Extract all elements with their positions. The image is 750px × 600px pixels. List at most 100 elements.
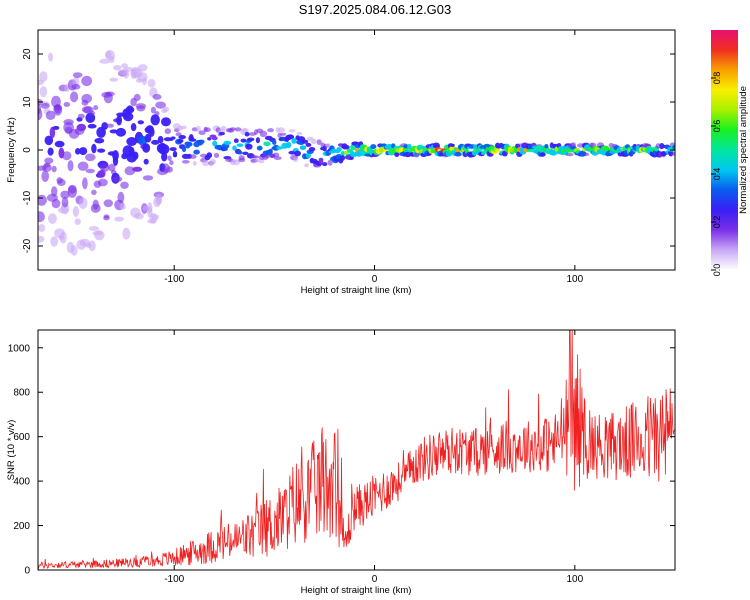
heatmap-cell — [93, 105, 99, 111]
heatmap-cell — [181, 125, 187, 130]
heatmap-cell — [92, 199, 99, 210]
heatmap-cell — [112, 150, 119, 161]
heatmap-cell — [51, 186, 58, 197]
x-tick-label: -100 — [164, 274, 184, 285]
heatmap-cell — [280, 132, 287, 136]
heatmap-cell — [672, 145, 675, 150]
heatmap-cell — [206, 152, 213, 159]
heatmap-cell — [268, 148, 273, 154]
heatmap-cell — [50, 236, 59, 247]
heatmap-cell — [192, 160, 197, 166]
heatmap-cell — [40, 102, 50, 109]
heatmap-cell — [173, 153, 177, 158]
heatmap-cell — [48, 52, 54, 62]
heatmap-cell — [169, 147, 177, 152]
heatmap-cell — [450, 143, 455, 147]
heatmap-cell — [51, 165, 57, 173]
heatmap-cell — [207, 137, 212, 141]
heatmap-cell — [305, 142, 312, 147]
heatmap-cell — [252, 155, 260, 159]
heatmap-cell — [198, 130, 206, 135]
heatmap-cell — [539, 152, 546, 157]
heatmap-cell — [154, 111, 160, 116]
y-tick-label: 400 — [13, 477, 30, 488]
heatmap-cell — [108, 163, 116, 172]
heatmap-cell — [223, 140, 232, 145]
heatmap-cell — [61, 196, 69, 208]
heatmap-cell — [74, 218, 81, 226]
heatmap-cell — [44, 157, 54, 164]
heatmap-cell — [155, 193, 163, 206]
heatmap-cell — [177, 139, 184, 143]
heatmap-cell — [38, 211, 45, 223]
colorbar-ticks: 0.0 0.2 0.4 0.6 0.8 — [711, 72, 722, 276]
heatmap-cell — [277, 127, 285, 133]
heatmap-cell — [150, 106, 156, 114]
y-tick-label: 1000 — [8, 343, 31, 354]
heatmap-cell — [148, 127, 155, 137]
heatmap-cell — [91, 143, 97, 154]
colorbar-tick-label: 0.4 — [712, 168, 722, 181]
y-tick-label: 800 — [13, 388, 30, 399]
heatmap-cell — [47, 213, 57, 225]
heatmap-cell — [67, 160, 74, 172]
heatmap-cell — [38, 103, 41, 115]
heatmap-cell — [39, 71, 48, 82]
spectrogram-x-label: Height of straight line (km) — [301, 285, 412, 296]
heatmap-cell — [336, 147, 342, 152]
heatmap-cell — [170, 136, 176, 140]
heatmap-cell — [119, 203, 126, 210]
heatmap-cell — [299, 145, 307, 150]
heatmap-cell — [44, 135, 54, 146]
heatmap-cell — [193, 149, 200, 155]
heatmap-cell — [318, 158, 324, 165]
heatmap-cell — [256, 145, 263, 151]
heatmap-cell — [241, 127, 249, 134]
heatmap-cell — [42, 164, 52, 172]
colorbar-tick-label: 0.6 — [712, 120, 722, 133]
heatmap-cell — [137, 64, 148, 72]
heatmap-cell — [85, 168, 96, 174]
spectrogram-y-ticks: -20 -10 0 10 20 — [22, 48, 675, 253]
heatmap-cell — [273, 156, 282, 161]
snr-x-ticks: -100 0 100 — [164, 330, 584, 585]
heatmap-cell — [122, 227, 131, 240]
heatmap-cell — [199, 139, 205, 144]
heatmap-cell — [122, 112, 134, 122]
heatmap-cell — [293, 157, 298, 163]
heatmap-cell — [178, 135, 186, 140]
heatmap-cell — [544, 144, 549, 149]
heatmap-cell — [234, 127, 242, 132]
heatmap-cell — [240, 138, 247, 143]
heatmap-cell — [286, 134, 294, 139]
heatmap-cell — [161, 152, 168, 162]
heatmap-cell — [103, 199, 114, 208]
heatmap-cell — [245, 143, 253, 150]
heatmap-cell — [566, 152, 574, 157]
heatmap-cell — [432, 142, 440, 149]
heatmap-cell — [258, 158, 265, 164]
heatmap-cell — [151, 139, 160, 145]
heatmap-cell — [96, 126, 106, 138]
heatmap-cell — [88, 226, 99, 231]
spectrogram-x-ticks: -100 0 100 — [164, 30, 584, 285]
heatmap-cell — [233, 138, 239, 143]
heatmap-cell — [38, 224, 46, 232]
heatmap-cell — [49, 126, 56, 139]
heatmap-cell — [115, 127, 127, 137]
snr-y-label: SNR (10 * v/v) — [6, 420, 17, 481]
heatmap-cell — [327, 159, 333, 166]
heatmap-cell — [79, 147, 88, 156]
heatmap-cell — [134, 213, 144, 220]
heatmap-cell — [181, 146, 187, 153]
y-tick-label: 10 — [22, 96, 33, 108]
colorbar-label: Normalized spectral amplitude — [738, 86, 749, 214]
heatmap-cell — [155, 101, 167, 109]
y-tick-label: -10 — [22, 190, 33, 205]
y-tick-label: 200 — [13, 521, 30, 532]
heatmap-cell — [77, 113, 85, 119]
heatmap-cell — [121, 63, 128, 69]
heatmap-cell — [583, 152, 590, 157]
